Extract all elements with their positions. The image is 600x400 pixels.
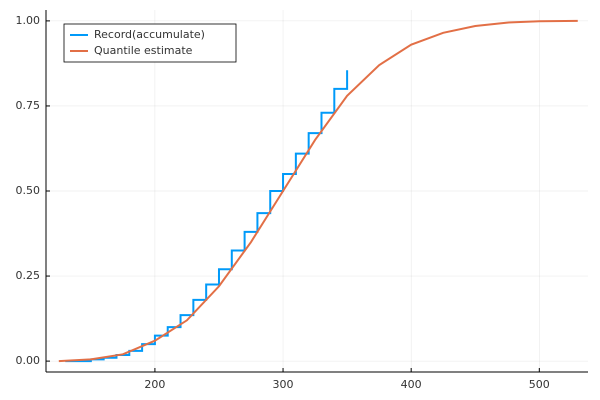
y-tick-label: 1.00 [16, 14, 41, 27]
legend-box [63, 23, 237, 63]
legend: Record(accumulate) Quantile estimate [63, 23, 237, 63]
y-tick-label: 0.75 [16, 99, 41, 112]
legend-label: Quantile estimate [94, 44, 193, 57]
x-tick-label: 300 [273, 378, 294, 391]
series-line [58, 19, 578, 363]
x-tick-label: 500 [529, 378, 550, 391]
legend-label: Record(accumulate) [94, 28, 205, 41]
x-tick-label: 200 [144, 378, 165, 391]
y-tick-label: 0.50 [16, 184, 41, 197]
series-line [65, 70, 349, 363]
x-tick-label: 400 [401, 378, 422, 391]
y-tick-label: 0.00 [16, 354, 41, 367]
y-tick-label: 0.25 [16, 269, 41, 282]
